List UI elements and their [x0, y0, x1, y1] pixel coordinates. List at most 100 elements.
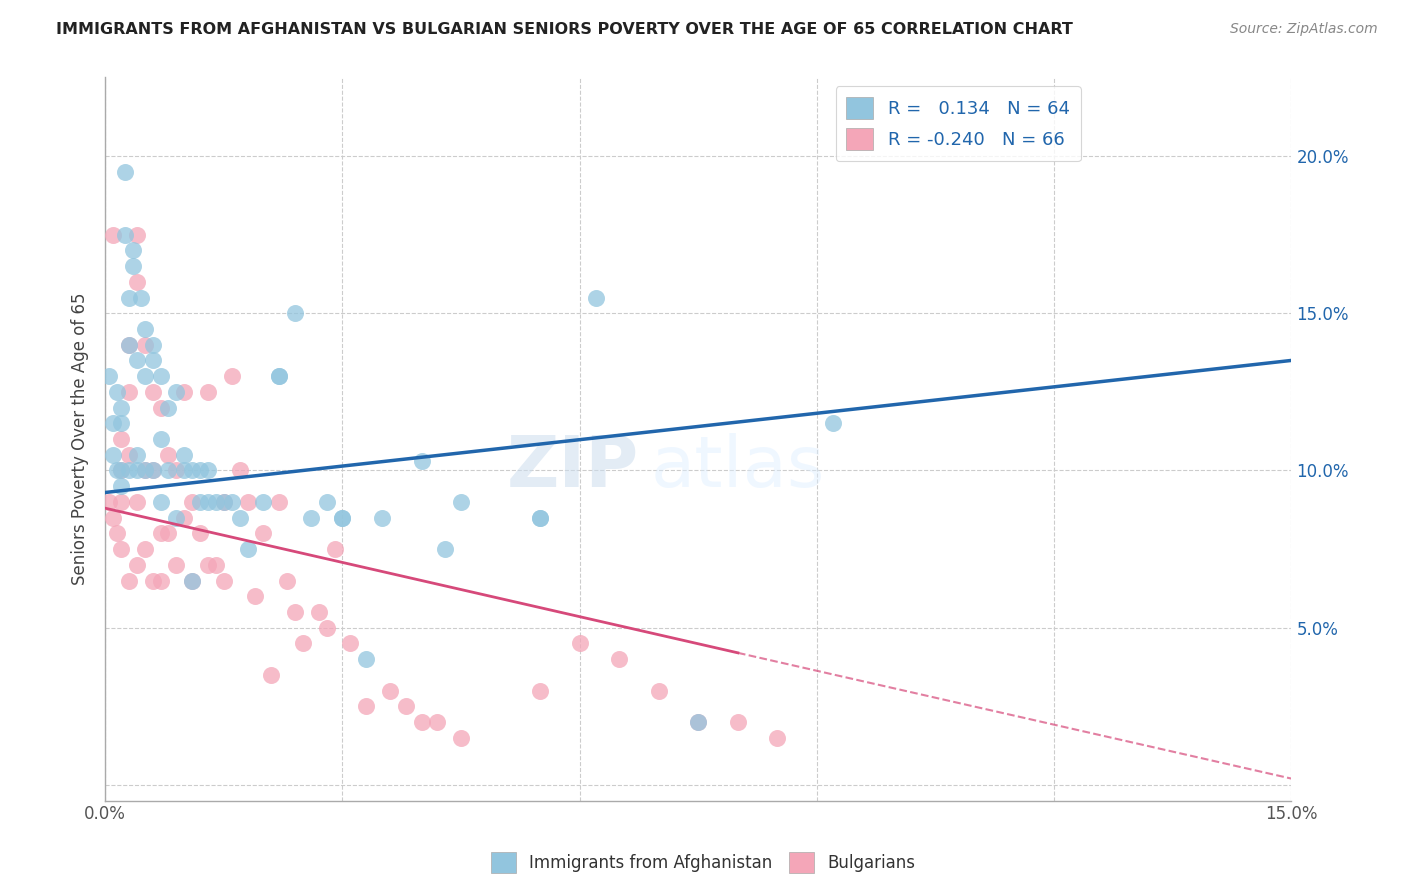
Point [105, 384, 128, 399]
Point [165, 384, 187, 399]
Point [688, 714, 710, 729]
Point [276, 574, 298, 588]
Point [125, 448, 148, 462]
Point [284, 605, 307, 619]
Point [157, 526, 180, 541]
Point [181, 574, 204, 588]
Point [101, 417, 124, 431]
Point [434, 542, 457, 557]
Point [149, 432, 172, 446]
Point [450, 731, 472, 745]
Point [173, 384, 195, 399]
Point [129, 291, 152, 305]
Point [197, 384, 219, 399]
Point [821, 417, 844, 431]
Point [118, 384, 141, 399]
Point [173, 448, 195, 462]
Point [332, 510, 354, 524]
Point [371, 510, 394, 524]
Point [134, 322, 156, 336]
Point [125, 275, 148, 289]
Point [114, 165, 136, 179]
Point [197, 558, 219, 572]
Point [157, 448, 180, 462]
Point [142, 574, 165, 588]
Point [568, 636, 591, 650]
Point [122, 259, 145, 273]
Point [110, 401, 132, 415]
Point [165, 558, 187, 572]
Point [332, 510, 354, 524]
Point [125, 353, 148, 368]
Point [245, 589, 267, 603]
Point [118, 291, 141, 305]
Point [291, 636, 314, 650]
Point [205, 558, 228, 572]
Point [299, 510, 322, 524]
Point [395, 699, 418, 714]
Point [260, 668, 283, 682]
Point [149, 526, 172, 541]
Point [165, 463, 187, 477]
Point [727, 714, 749, 729]
Point [607, 652, 630, 666]
Point [648, 683, 671, 698]
Point [529, 683, 551, 698]
Point [315, 621, 337, 635]
Point [181, 495, 204, 509]
Point [212, 495, 235, 509]
Point [142, 353, 165, 368]
Legend: R =   0.134   N = 64, R = -0.240   N = 66: R = 0.134 N = 64, R = -0.240 N = 66 [835, 87, 1081, 161]
Point [252, 495, 274, 509]
Point [269, 369, 291, 384]
Point [173, 463, 195, 477]
Point [149, 495, 172, 509]
Point [236, 542, 259, 557]
Point [315, 495, 337, 509]
Point [197, 495, 219, 509]
Point [221, 495, 243, 509]
Point [125, 463, 148, 477]
Point [205, 495, 228, 509]
Point [98, 369, 121, 384]
Point [378, 683, 401, 698]
Point [212, 495, 235, 509]
Point [426, 714, 449, 729]
Point [188, 495, 211, 509]
Point [101, 227, 124, 242]
Point [197, 463, 219, 477]
Point [188, 526, 211, 541]
Point [181, 463, 204, 477]
Point [450, 495, 472, 509]
Point [142, 337, 165, 351]
Point [125, 495, 148, 509]
Point [101, 448, 124, 462]
Legend: Immigrants from Afghanistan, Bulgarians: Immigrants from Afghanistan, Bulgarians [484, 846, 922, 880]
Point [585, 291, 607, 305]
Point [212, 574, 235, 588]
Point [181, 574, 204, 588]
Point [157, 401, 180, 415]
Point [354, 699, 377, 714]
Point [173, 510, 195, 524]
Point [157, 463, 180, 477]
Point [134, 337, 156, 351]
Point [308, 605, 330, 619]
Point [134, 542, 156, 557]
Point [228, 463, 250, 477]
Point [221, 369, 243, 384]
Point [125, 227, 148, 242]
Point [269, 369, 291, 384]
Point [142, 463, 165, 477]
Text: IMMIGRANTS FROM AFGHANISTAN VS BULGARIAN SENIORS POVERTY OVER THE AGE OF 65 CORR: IMMIGRANTS FROM AFGHANISTAN VS BULGARIAN… [56, 22, 1073, 37]
Point [142, 463, 165, 477]
Point [149, 574, 172, 588]
Point [134, 463, 156, 477]
Point [110, 542, 132, 557]
Point [411, 714, 433, 729]
Point [165, 510, 187, 524]
Point [114, 227, 136, 242]
Point [110, 495, 132, 509]
Point [134, 463, 156, 477]
Point [105, 463, 128, 477]
